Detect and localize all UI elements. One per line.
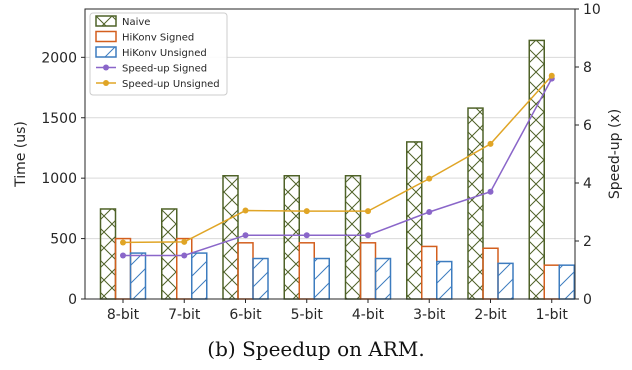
y2-tick-label: 8 xyxy=(583,60,592,76)
bar-naive-2-bit xyxy=(467,107,484,300)
figure-caption: (b) Speedup on ARM. xyxy=(207,337,425,361)
legend: Naive HiKonv Signed HiKonv Unsigned Speed-u… xyxy=(89,12,228,96)
point-speed-up-unsigned-2-bit xyxy=(487,140,494,147)
bar-hikonv-unsigned-4-bit xyxy=(374,257,392,300)
legend-label-speed-up-unsigned: Speed-up Unsigned xyxy=(122,79,220,90)
bar-naive-4-bit xyxy=(344,175,362,300)
bar-naive-5-bit xyxy=(283,175,300,300)
chart: 0 500 1000 1500 2000 0 2 4 6 8 10 8-bit 7-bit 6-bit 5-… xyxy=(13,2,623,323)
bar-hikonv-unsigned-5-bit xyxy=(313,257,330,300)
x-tick-label: 7-bit xyxy=(168,307,201,323)
legend-swatch-hikonv-unsigned xyxy=(95,46,117,58)
bar-hikonv-signed-1-bit xyxy=(543,264,560,300)
legend-box xyxy=(89,12,228,96)
bar-hikonv-unsigned-1-bit xyxy=(558,264,575,300)
legend-label-naive: Naive xyxy=(122,17,150,28)
point-speed-up-signed-8-bit xyxy=(120,252,126,259)
bar-hikonv-signed-2-bit xyxy=(482,247,499,300)
bar-hikonv-signed-6-bit xyxy=(237,242,254,300)
bar-naive-1-bit xyxy=(528,39,545,300)
bar-naive-8-bit xyxy=(99,208,117,300)
y-tick-label: 2000 xyxy=(41,50,77,66)
point-speed-up-signed-3-bit xyxy=(426,209,433,215)
x-tick-label: 8-bit xyxy=(107,307,140,323)
bar-hikonv-unsigned-7-bit xyxy=(191,252,208,300)
bar-hikonv-signed-4-bit xyxy=(359,242,377,300)
bar-hikonv-unsigned-3-bit xyxy=(436,260,453,300)
point-speed-up-signed-6-bit xyxy=(242,232,249,239)
y-tick-label: 1500 xyxy=(41,111,77,127)
bar-hikonv-signed-3-bit xyxy=(421,245,438,300)
bar-naive-7-bit xyxy=(161,208,178,300)
point-speed-up-signed-7-bit xyxy=(181,252,188,259)
legend-label-hikonv-signed: HiKonv Signed xyxy=(122,33,194,44)
x-tick-label: 6-bit xyxy=(229,307,262,323)
y-tick-label: 0 xyxy=(68,292,77,308)
x-tick-label: 1-bit xyxy=(536,307,569,323)
bar-hikonv-signed-5-bit xyxy=(298,242,315,300)
point-speed-up-unsigned-6-bit xyxy=(242,207,249,214)
legend-swatch-hikonv-signed xyxy=(95,30,117,43)
point-speed-up-signed-5-bit xyxy=(303,232,310,239)
bar-hikonv-unsigned-2-bit xyxy=(497,262,514,300)
legend-label-speed-up-signed: Speed-up Signed xyxy=(122,64,207,75)
y-tick-label: 500 xyxy=(50,232,77,248)
y2-tick-label: 6 xyxy=(583,118,592,134)
x-tick-label: 4-bit xyxy=(352,307,385,323)
x-tick-label: 5-bit xyxy=(291,307,324,323)
bar-hikonv-signed-7-bit xyxy=(176,237,193,300)
y-tick-label: 1000 xyxy=(41,171,77,187)
line-speed-up-unsigned xyxy=(122,75,553,244)
point-speed-up-unsigned-5-bit xyxy=(303,208,310,215)
plot-frame xyxy=(84,8,576,300)
y2-tick-label: 0 xyxy=(583,292,592,308)
legend-swatch-naive xyxy=(95,15,117,27)
point-speed-up-unsigned-4-bit xyxy=(365,208,371,215)
legend-marker-speed-up-signed xyxy=(103,64,109,71)
point-speed-up-unsigned-7-bit xyxy=(181,238,188,245)
legend-label-hikonv-unsigned: HiKonv Unsigned xyxy=(122,48,207,59)
y2-tick-label: 4 xyxy=(583,176,592,192)
legend-marker-speed-up-unsigned xyxy=(103,80,109,86)
line-speed-up-signed xyxy=(123,78,553,257)
bar-naive-6-bit xyxy=(222,175,239,300)
point-speed-up-unsigned-3-bit xyxy=(426,175,433,182)
y2-axis-title: Speed-up (x) xyxy=(607,109,623,199)
x-tick-label: 2-bit xyxy=(474,307,507,323)
y-axis-title: Time (us) xyxy=(13,121,29,188)
point-speed-up-signed-4-bit xyxy=(365,232,371,239)
point-speed-up-signed-2-bit xyxy=(487,188,494,195)
bar-hikonv-unsigned-8-bit xyxy=(129,252,147,300)
point-speed-up-unsigned-8-bit xyxy=(120,239,126,246)
bar-hikonv-signed-8-bit xyxy=(114,237,132,300)
x-tick-label: 3-bit xyxy=(413,307,446,323)
y2-tick-label: 2 xyxy=(583,234,592,250)
y2-tick-label: 10 xyxy=(583,2,601,18)
bar-hikonv-unsigned-6-bit xyxy=(252,257,269,300)
point-speed-up-unsigned-1-bit xyxy=(548,72,555,79)
